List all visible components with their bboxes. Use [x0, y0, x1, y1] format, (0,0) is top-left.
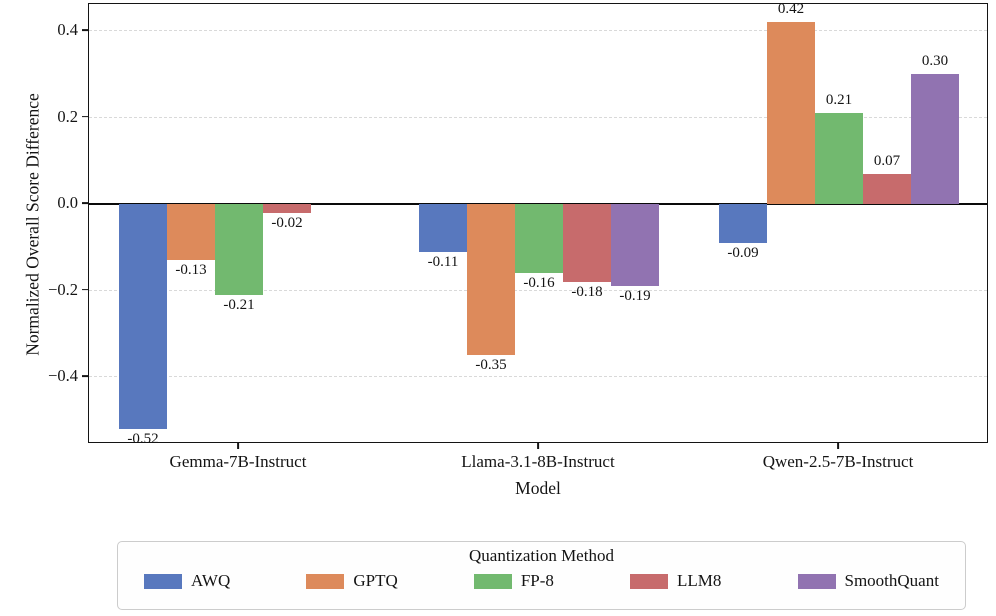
legend-title: Quantization Method: [469, 546, 614, 565]
bar-LLM8-0: [263, 204, 311, 213]
bar-value-label: -0.09: [727, 244, 759, 261]
legend-swatch-GPTQ: [306, 573, 345, 589]
bar-GPTQ-0: [167, 204, 215, 261]
x-tick-mark: [537, 443, 539, 449]
y-tick-label: 0.0: [57, 193, 78, 212]
bar-LLM8-2: [863, 173, 911, 204]
plot-area: -0.52 -0.11 -0.09 -0.13 -0.35 0.42 -0.21 -0.16 0…: [88, 1, 988, 447]
bar-value-label: -0.13: [175, 262, 207, 279]
bar-value-label: -0.16: [523, 275, 555, 292]
legend-label: AWQ: [191, 571, 231, 590]
bar-value-label: -0.19: [619, 288, 651, 305]
x-tick-label-1: Llama-3.1-8B-Instruct: [461, 452, 615, 471]
bar-value-label: 0.21: [825, 92, 853, 109]
zero-line: [89, 202, 987, 206]
legend-item-LLM8: LLM8: [630, 571, 721, 591]
y-tick-label: −0.4: [48, 366, 78, 385]
bar-value-label: 0.07: [873, 152, 901, 169]
x-tick-label-2: Qwen-2.5-7B-Instruct: [762, 452, 914, 471]
bar-LLM8-1: [563, 204, 611, 282]
legend-swatch-FP-8: [473, 573, 512, 589]
y-tick-label: 0.4: [57, 20, 78, 39]
bar-AWQ-1: [419, 204, 467, 252]
gridline: [89, 289, 987, 291]
legend-box: Quantization Method AWQ GPTQ FP-8 LLM8 Smoot…: [117, 541, 966, 610]
bar-value-label: 0.42: [777, 1, 805, 18]
legend-item-FP-8: FP-8: [473, 571, 554, 591]
gridline: [89, 116, 987, 118]
legend-item-GPTQ: GPTQ: [306, 571, 398, 591]
bar-value-label: -0.18: [571, 283, 603, 300]
y-tick-mark: [82, 375, 88, 377]
bar-FP-8-0: [215, 204, 263, 295]
bar-value-label: -0.35: [475, 357, 507, 374]
bar-AWQ-2: [719, 204, 767, 243]
bar-value-label: -0.11: [427, 253, 459, 270]
legend-swatch-SmoothQuant: [797, 573, 836, 589]
bar-SmoothQuant-2: [911, 74, 959, 204]
x-axis-label: Model: [515, 478, 561, 498]
bar-GPTQ-2: [767, 22, 815, 204]
y-tick-mark: [82, 29, 88, 31]
legend-swatch-LLM8: [630, 573, 669, 589]
bar-GPTQ-1: [467, 204, 515, 356]
legend-items: AWQ GPTQ FP-8 LLM8 SmoothQuant: [118, 566, 965, 591]
legend-label: LLM8: [677, 571, 722, 590]
y-tick-label: −0.2: [48, 279, 78, 299]
legend-label: SmoothQuant: [844, 571, 939, 590]
bar-AWQ-0: [119, 204, 167, 429]
gridline: [89, 376, 987, 378]
bar-value-label: -0.21: [223, 296, 255, 313]
bar-value-label: -0.52: [127, 430, 159, 447]
y-tick-label: 0.2: [57, 106, 78, 126]
bar-SmoothQuant-1: [611, 204, 659, 287]
legend-label: FP-8: [520, 571, 554, 590]
bar-value-label: 0.30: [921, 53, 949, 70]
y-tick-mark: [82, 202, 88, 204]
y-tick-mark: [82, 288, 88, 291]
gridline: [89, 30, 987, 32]
bar-value-label: -0.02: [271, 214, 303, 231]
x-tick-mark: [837, 443, 839, 449]
x-tick-mark: [237, 443, 239, 449]
bar-FP-8-2: [815, 113, 863, 204]
legend-item-AWQ: AWQ: [144, 571, 230, 591]
legend-swatch-AWQ: [144, 573, 182, 589]
bar-FP-8-1: [515, 204, 563, 274]
legend-label: GPTQ: [353, 571, 398, 590]
legend-item-SmoothQuant: SmoothQuant: [797, 571, 939, 591]
x-tick-label-0: Gemma-7B-Instruct: [169, 452, 307, 471]
y-tick-mark: [82, 115, 88, 118]
